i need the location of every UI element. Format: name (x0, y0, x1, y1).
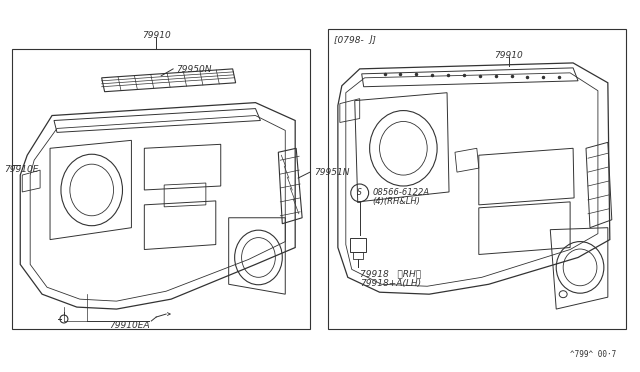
Bar (353, 251, 363, 259)
Bar (350, 238, 365, 251)
Text: 79951N: 79951N (314, 168, 349, 177)
Text: 79918   〈RH〉: 79918 〈RH〉 (360, 269, 421, 278)
Text: 79910E: 79910E (4, 165, 39, 174)
Text: 79950N: 79950N (176, 65, 212, 74)
Text: J: J (370, 35, 372, 44)
Text: 79910: 79910 (494, 51, 523, 60)
Bar (12, 49, 310, 329)
Text: 08566-6122A: 08566-6122A (372, 188, 429, 197)
Text: 79910: 79910 (142, 31, 171, 40)
Bar (328, 29, 626, 329)
Text: (4)(RH&LH): (4)(RH&LH) (372, 197, 420, 206)
Text: ^799^ 00·7: ^799^ 00·7 (570, 350, 616, 359)
Text: S: S (357, 189, 362, 198)
Text: 79918+A(LH): 79918+A(LH) (360, 279, 421, 288)
Text: 79910EA: 79910EA (109, 321, 149, 330)
Text: [0798-   ]: [0798- ] (334, 35, 376, 44)
